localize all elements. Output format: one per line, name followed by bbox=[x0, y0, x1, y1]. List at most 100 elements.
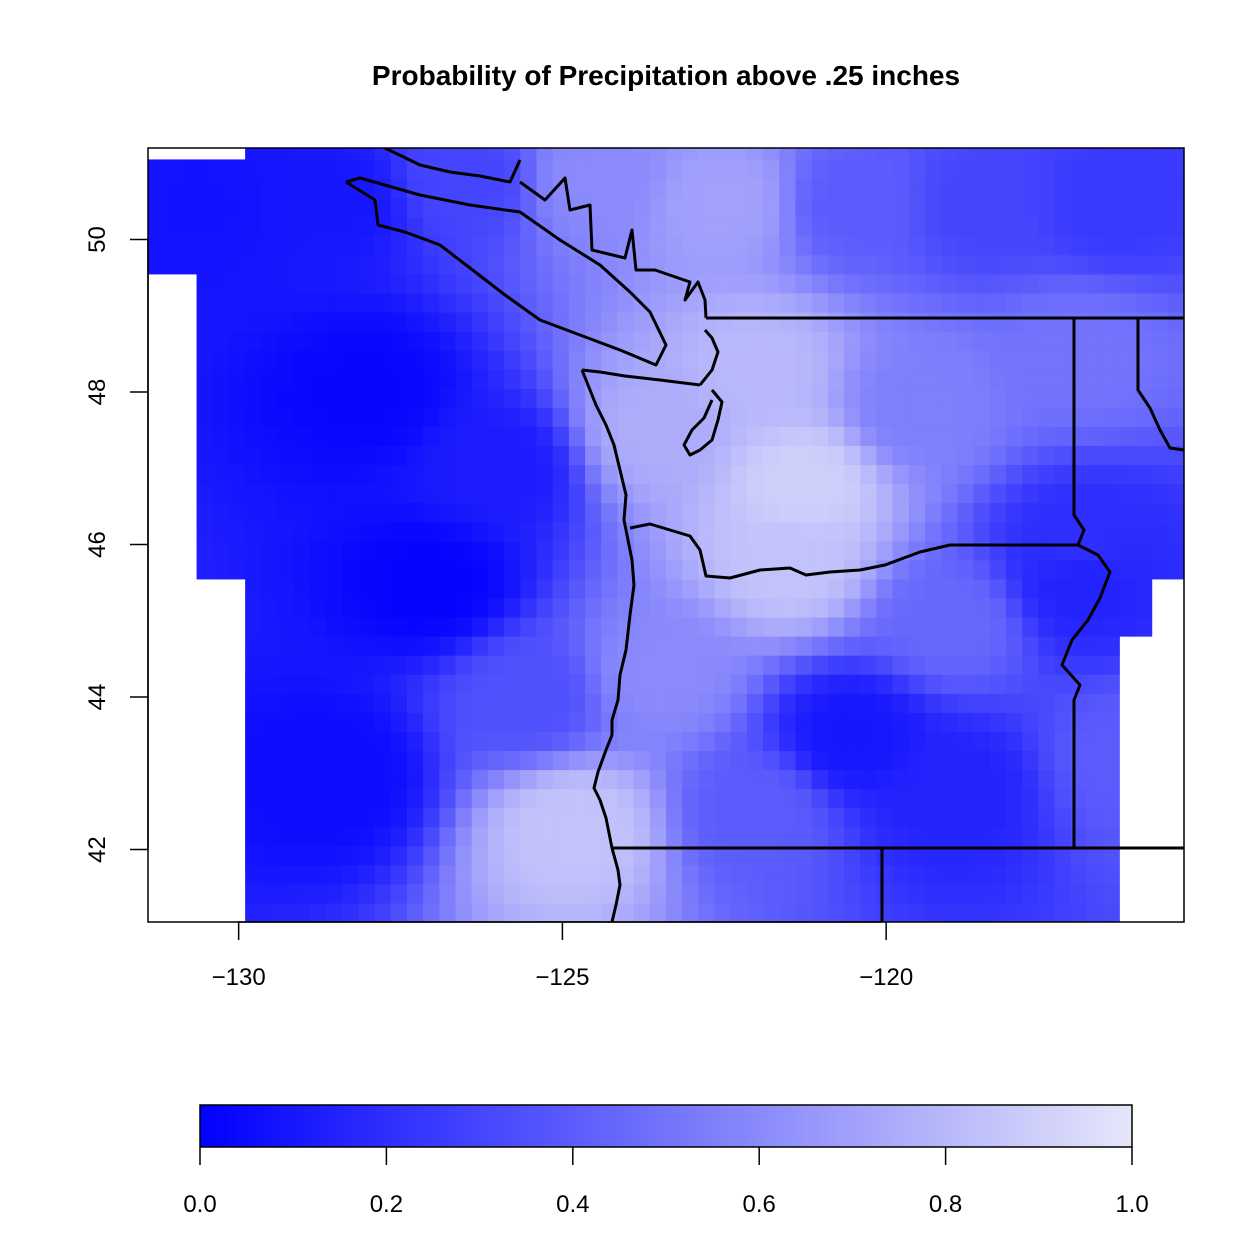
heatmap-cell bbox=[827, 769, 845, 790]
heatmap-cell bbox=[1070, 902, 1088, 922]
heatmap-cell bbox=[860, 845, 878, 866]
heatmap-cell bbox=[957, 845, 975, 866]
heatmap-cell bbox=[989, 731, 1007, 752]
heatmap-cell bbox=[455, 178, 473, 199]
heatmap-cell bbox=[309, 235, 327, 256]
heatmap-cell bbox=[1119, 216, 1137, 237]
heatmap-cell bbox=[876, 502, 894, 523]
heatmap-cell bbox=[326, 148, 343, 161]
heatmap-cell bbox=[666, 197, 683, 218]
heatmap-cell bbox=[374, 197, 392, 218]
heatmap-cell bbox=[520, 769, 538, 790]
heatmap-cell bbox=[293, 902, 311, 922]
heatmap-cell bbox=[989, 807, 1007, 828]
heatmap-cell bbox=[795, 826, 813, 847]
heatmap-cell bbox=[795, 693, 813, 713]
heatmap-cell bbox=[1119, 502, 1137, 523]
heatmap-cell bbox=[844, 350, 861, 370]
heatmap-cell bbox=[309, 597, 327, 618]
heatmap-cell bbox=[309, 426, 327, 446]
heatmap-cell bbox=[568, 311, 586, 332]
heatmap-cell bbox=[973, 559, 991, 580]
heatmap-cell bbox=[973, 426, 991, 446]
heatmap-cell bbox=[326, 445, 343, 466]
heatmap-cell bbox=[714, 159, 732, 180]
heatmap-cell bbox=[666, 445, 683, 466]
heatmap-cell bbox=[714, 597, 732, 618]
heatmap-cell bbox=[423, 483, 440, 504]
heatmap-cell bbox=[228, 254, 246, 275]
heatmap-cell bbox=[390, 693, 408, 713]
heatmap-cell bbox=[746, 769, 764, 790]
heatmap-cell bbox=[277, 445, 295, 466]
heatmap-cell bbox=[261, 902, 279, 922]
heatmap-cell bbox=[358, 616, 376, 637]
heatmap-cell bbox=[520, 826, 538, 847]
heatmap-cell bbox=[1135, 197, 1153, 218]
heatmap-cell bbox=[941, 712, 958, 732]
heatmap-cell bbox=[309, 197, 327, 218]
heatmap-cell bbox=[309, 540, 327, 561]
heatmap-cell bbox=[455, 407, 473, 427]
heatmap-cell bbox=[1070, 636, 1088, 656]
heatmap-cell bbox=[536, 388, 554, 408]
heatmap-cell bbox=[925, 445, 942, 466]
heatmap-cell bbox=[1086, 407, 1104, 427]
heatmap-cell bbox=[261, 292, 279, 313]
heatmap-cell bbox=[277, 159, 295, 180]
heatmap-cell bbox=[892, 483, 910, 504]
heatmap-cell bbox=[1135, 148, 1153, 161]
heatmap-cell bbox=[1005, 254, 1023, 275]
heatmap-cell bbox=[925, 731, 942, 752]
heatmap-cell bbox=[827, 693, 845, 713]
heatmap-cell bbox=[925, 331, 942, 351]
heatmap-cell bbox=[633, 883, 651, 904]
heatmap-cell bbox=[989, 483, 1007, 504]
heatmap-cell bbox=[1086, 273, 1104, 294]
heatmap-cell bbox=[342, 636, 360, 656]
heatmap-cell bbox=[568, 845, 586, 866]
heatmap-cell bbox=[682, 883, 699, 904]
heatmap-cell bbox=[908, 578, 926, 599]
heatmap-cell bbox=[811, 235, 829, 256]
heatmap-cell bbox=[1086, 292, 1104, 313]
heatmap-cell bbox=[682, 731, 699, 752]
heatmap-cell bbox=[601, 712, 619, 732]
heatmap-cell bbox=[698, 636, 716, 656]
heatmap-cell bbox=[666, 407, 683, 427]
heatmap-cell bbox=[585, 693, 602, 713]
heatmap-cell bbox=[649, 178, 667, 199]
heatmap-cell bbox=[1005, 369, 1023, 389]
heatmap-cell bbox=[892, 597, 910, 618]
heatmap-cell bbox=[455, 426, 473, 446]
heatmap-cell bbox=[779, 235, 797, 256]
heatmap-cell bbox=[698, 483, 716, 504]
heatmap-cell bbox=[196, 273, 214, 294]
heatmap-cell bbox=[277, 826, 295, 847]
heatmap-cell bbox=[212, 273, 230, 294]
heatmap-cell bbox=[827, 426, 845, 446]
heatmap-cell bbox=[374, 464, 392, 485]
heatmap-cell bbox=[730, 445, 748, 466]
heatmap-cell bbox=[261, 693, 279, 713]
heatmap-cell bbox=[1135, 273, 1153, 294]
heatmap-cell bbox=[261, 826, 279, 847]
heatmap-cell bbox=[326, 369, 343, 389]
heatmap-cell bbox=[1086, 655, 1104, 675]
heatmap-cell bbox=[245, 559, 262, 580]
heatmap-cell bbox=[326, 731, 343, 752]
heatmap-cell bbox=[585, 178, 602, 199]
heatmap-cell bbox=[455, 883, 473, 904]
heatmap-cell bbox=[746, 807, 764, 828]
heatmap-cell bbox=[714, 616, 732, 637]
heatmap-cell bbox=[342, 483, 360, 504]
heatmap-cell bbox=[763, 731, 780, 752]
heatmap-cell bbox=[1103, 292, 1120, 313]
heatmap-cell bbox=[601, 178, 619, 199]
heatmap-cell bbox=[487, 254, 505, 275]
heatmap-cell bbox=[746, 178, 764, 199]
heatmap-cell bbox=[552, 616, 570, 637]
heatmap-cell bbox=[973, 655, 991, 675]
heatmap-cell bbox=[908, 331, 926, 351]
heatmap-cell bbox=[196, 350, 214, 370]
